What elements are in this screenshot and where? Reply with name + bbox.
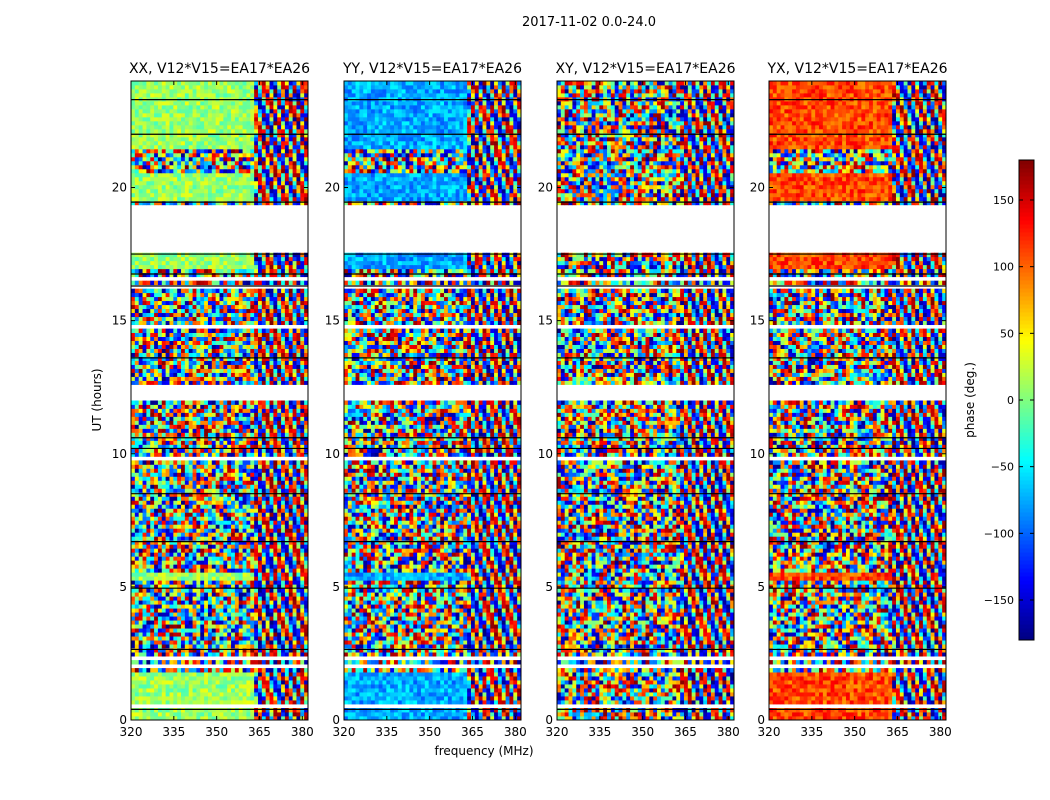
colorbar-tick-label: −50 xyxy=(991,461,1014,474)
y-tick-label: 5 xyxy=(545,580,553,594)
phase-image xyxy=(131,81,308,720)
phase-image xyxy=(557,81,734,720)
panel-3: XY, V12*V15=EA17*EA26 320 335 350 365 380 0 5 10… xyxy=(538,61,740,739)
panels: XX, V12*V15=EA17*EA26 320 335 350 365 380 0 5 10… xyxy=(112,61,952,739)
panel-title: YX, V12*V15=EA17*EA26 xyxy=(766,61,947,77)
y-tick-label: 0 xyxy=(119,713,127,727)
y-tick-label: 0 xyxy=(545,713,553,727)
y-tick-label: 10 xyxy=(112,447,127,461)
axes-frame xyxy=(343,80,522,721)
x-tick-label: 335 xyxy=(800,725,823,739)
x-tick-label: 350 xyxy=(418,725,441,739)
y-tick-label: 20 xyxy=(325,181,340,195)
axes-frame xyxy=(556,80,735,721)
figure-title: 2017-11-02 0.0-24.0 xyxy=(522,15,656,30)
x-axis-label: frequency (MHz) xyxy=(434,744,533,758)
x-tick-label: 380 xyxy=(291,725,314,739)
x-tick-label: 320 xyxy=(333,725,356,739)
axes-frame xyxy=(130,80,309,721)
y-tick-label: 15 xyxy=(325,314,340,328)
x-tick-label: 350 xyxy=(843,725,866,739)
colorbar-tick-label: 50 xyxy=(1000,327,1014,340)
y-tick-label: 15 xyxy=(538,314,553,328)
x-tick-label: 335 xyxy=(162,725,185,739)
y-tick-label: 0 xyxy=(332,713,340,727)
x-tick-label: 365 xyxy=(886,725,909,739)
panel-4: YX, V12*V15=EA17*EA26 320 335 350 365 380 0 5 10… xyxy=(750,61,952,739)
x-tick-label: 335 xyxy=(588,725,611,739)
colorbar-label: phase (deg.) xyxy=(963,362,977,438)
x-tick-label: 320 xyxy=(546,725,569,739)
y-tick-label: 20 xyxy=(538,181,553,195)
y-tick-label: 0 xyxy=(757,713,765,727)
panel-2: YY, V12*V15=EA17*EA26 320 335 350 365 380 0 5 10… xyxy=(325,61,527,739)
x-tick-label: 320 xyxy=(120,725,143,739)
colorbar-tick-label: −100 xyxy=(984,527,1014,540)
x-tick-label: 350 xyxy=(205,725,228,739)
y-tick-label: 15 xyxy=(750,314,765,328)
x-tick-label: 380 xyxy=(717,725,740,739)
y-tick-label: 10 xyxy=(538,447,553,461)
x-tick-label: 335 xyxy=(375,725,398,739)
axes-frame xyxy=(768,80,947,721)
y-tick-label: 10 xyxy=(750,447,765,461)
y-tick-label: 10 xyxy=(325,447,340,461)
colorbar: −150 −100 −50 0 50 100 150 xyxy=(984,159,1035,641)
colorbar-tick-label: 150 xyxy=(993,194,1014,207)
x-tick-label: 380 xyxy=(929,725,952,739)
y-tick-label: 5 xyxy=(119,580,127,594)
y-tick-label: 20 xyxy=(750,181,765,195)
y-tick-label: 15 xyxy=(112,314,127,328)
x-tick-label: 365 xyxy=(461,725,484,739)
y-tick-label: 5 xyxy=(757,580,765,594)
panel-title: YY, V12*V15=EA17*EA26 xyxy=(342,61,522,77)
y-axis-label: UT (hours) xyxy=(90,368,104,431)
phase-image xyxy=(344,81,521,720)
x-tick-label: 365 xyxy=(248,725,271,739)
panel-title: XY, V12*V15=EA17*EA26 xyxy=(555,61,735,77)
panel-title: XX, V12*V15=EA17*EA26 xyxy=(129,61,310,77)
x-tick-label: 380 xyxy=(504,725,527,739)
y-tick-label: 20 xyxy=(112,181,127,195)
x-tick-label: 350 xyxy=(631,725,654,739)
phase-image xyxy=(769,81,946,720)
colorbar-tick-label: 0 xyxy=(1007,394,1014,407)
colorbar-tick-label: −150 xyxy=(984,594,1014,607)
colorbar-tick-label: 100 xyxy=(993,261,1014,274)
x-tick-label: 320 xyxy=(758,725,781,739)
x-tick-label: 365 xyxy=(674,725,697,739)
y-tick-label: 5 xyxy=(332,580,340,594)
panel-1: XX, V12*V15=EA17*EA26 320 335 350 365 380 0 5 10… xyxy=(112,61,314,739)
